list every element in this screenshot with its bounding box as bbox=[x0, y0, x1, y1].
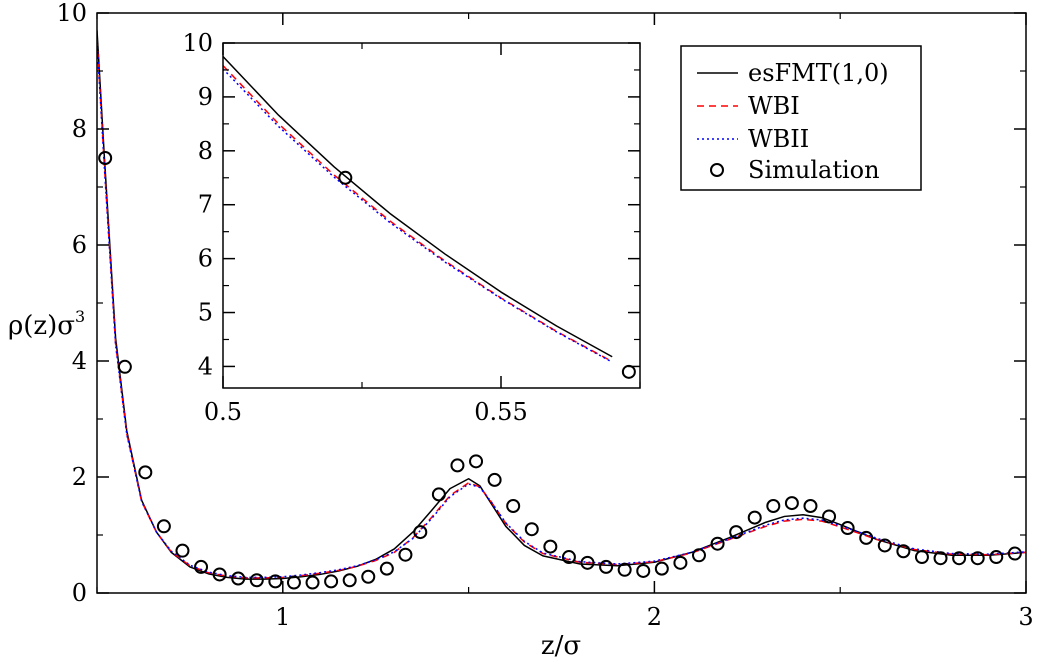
main-series-simulation-point bbox=[580, 555, 595, 570]
inset-x-tick-label: 0.5 bbox=[204, 398, 242, 426]
main-y-axis-label: ρ(z)σ3 bbox=[8, 307, 85, 341]
main-series-simulation-point bbox=[268, 574, 283, 589]
main-series-simulation-point bbox=[729, 525, 744, 540]
main-series-simulation-point bbox=[673, 555, 688, 570]
main-series-simulation-point bbox=[840, 521, 855, 536]
main-series-simulation-point bbox=[989, 550, 1004, 565]
main-series-group bbox=[97, 30, 1026, 590]
main-series-simulation-point bbox=[413, 525, 428, 540]
main-x-tick-label: 1 bbox=[275, 603, 290, 631]
main-series-simulation-point bbox=[933, 551, 948, 566]
main-series-simulation-point bbox=[431, 487, 446, 502]
inset-y-tick-label: 6 bbox=[198, 245, 213, 273]
main-series-simulation-point bbox=[487, 472, 502, 487]
legend-label-wbi: WBI bbox=[748, 92, 800, 120]
main-series-simulation-point bbox=[877, 538, 892, 553]
main-series-simulation-point bbox=[766, 499, 781, 513]
main-series-simulation-point bbox=[361, 569, 376, 584]
main-series-simulation-point bbox=[617, 562, 632, 577]
legend-swatch-simulation bbox=[710, 163, 724, 177]
main-x-tick-label: 2 bbox=[647, 603, 662, 631]
legend-label-simulation: Simulation bbox=[748, 156, 880, 184]
main-series-simulation-point bbox=[914, 550, 929, 565]
inset-axes: 0.5 0.55 4 5 6 7 8 9 10 bbox=[182, 29, 641, 426]
main-series-simulation-point bbox=[952, 551, 967, 566]
legend-label-esfmt: esFMT(1,0) bbox=[748, 59, 889, 87]
inset-y-tick-label: 7 bbox=[198, 191, 213, 219]
main-series-simulation-point bbox=[691, 548, 706, 563]
main-series-simulation-point bbox=[469, 454, 484, 469]
main-series-simulation-point bbox=[342, 573, 357, 588]
main-series-simulation-point bbox=[212, 567, 227, 582]
main-x-tick-label: 3 bbox=[1018, 603, 1033, 631]
main-series-simulation-point bbox=[524, 522, 539, 537]
main-series-simulation-point bbox=[1007, 546, 1022, 561]
inset-series-simulation-point bbox=[338, 170, 353, 185]
inset-x-tick-label: 0.55 bbox=[474, 398, 527, 426]
main-y-tick-label: 4 bbox=[72, 347, 87, 375]
inset-y-tick-label: 5 bbox=[198, 299, 213, 327]
inset-series-esfmt-1-0-line bbox=[223, 55, 613, 358]
main-series-simulation-point bbox=[561, 550, 576, 565]
main-y-axis-label-base: ρ(z)σ bbox=[8, 311, 75, 341]
main-y-tick-label: 8 bbox=[72, 115, 87, 143]
main-axes: 1 2 3 0 2 4 6 8 10 bbox=[56, 0, 1033, 631]
main-x-axis-label: z/σ bbox=[541, 631, 581, 661]
inset-y-tick-label: 8 bbox=[198, 137, 213, 165]
main-series-simulation-point bbox=[249, 573, 264, 588]
main-y-tick-label: 0 bbox=[72, 579, 87, 607]
inset-plot-frame bbox=[222, 42, 641, 389]
main-series-simulation-point bbox=[654, 561, 669, 576]
inset-y-tick-label: 4 bbox=[198, 352, 213, 380]
main-series-simulation-point bbox=[859, 530, 874, 545]
main-y-tick-label: 6 bbox=[72, 231, 87, 259]
main-series-simulation-point bbox=[784, 496, 799, 511]
main-series-simulation-point bbox=[506, 499, 521, 513]
main-series-simulation-point bbox=[98, 151, 113, 165]
main-series-simulation-point bbox=[305, 575, 320, 590]
main-series-simulation-point bbox=[543, 539, 558, 554]
main-series-simulation-point bbox=[803, 499, 818, 513]
inset-y-tick-label: 10 bbox=[182, 29, 213, 57]
main-series-simulation-point bbox=[231, 571, 246, 586]
legend-label-wbii: WBII bbox=[748, 125, 809, 153]
main-series-simulation-point bbox=[822, 509, 837, 524]
main-series-simulation-point bbox=[747, 510, 762, 525]
main-series-simulation-point bbox=[194, 559, 209, 574]
main-series-simulation-point bbox=[970, 551, 985, 566]
legend: esFMT(1,0) WBI WBII Simulation bbox=[680, 45, 922, 191]
main-series-esfmt-1-0-line bbox=[97, 30, 1026, 580]
main-y-axis-label-superscript: 3 bbox=[75, 307, 85, 326]
inset-plot: 0.5 0.55 4 5 6 7 8 9 10 bbox=[182, 29, 641, 426]
main-series-simulation-point bbox=[379, 561, 394, 576]
main-series-simulation-point bbox=[175, 543, 190, 558]
main-series-simulation-point bbox=[286, 575, 301, 590]
main-series-simulation-point bbox=[599, 559, 614, 574]
main-series-wbii-line bbox=[97, 41, 1026, 579]
main-series-simulation-point bbox=[636, 563, 651, 578]
main-series-simulation-point bbox=[117, 359, 132, 374]
inset-background bbox=[223, 43, 640, 388]
main-series-simulation-point bbox=[324, 574, 339, 589]
main-series-simulation-point bbox=[138, 465, 153, 480]
inset-y-tick-label: 9 bbox=[198, 83, 213, 111]
main-y-tick-label: 10 bbox=[56, 0, 87, 27]
main-series-simulation-point bbox=[156, 519, 171, 534]
main-series-simulation-point bbox=[450, 458, 465, 473]
main-series-simulation-point bbox=[398, 547, 413, 562]
inset-series-wbii-line bbox=[223, 68, 613, 363]
main-y-tick-label: 2 bbox=[72, 463, 87, 491]
main-series-simulation-point bbox=[896, 544, 911, 559]
main-series-simulation-point bbox=[710, 536, 725, 551]
